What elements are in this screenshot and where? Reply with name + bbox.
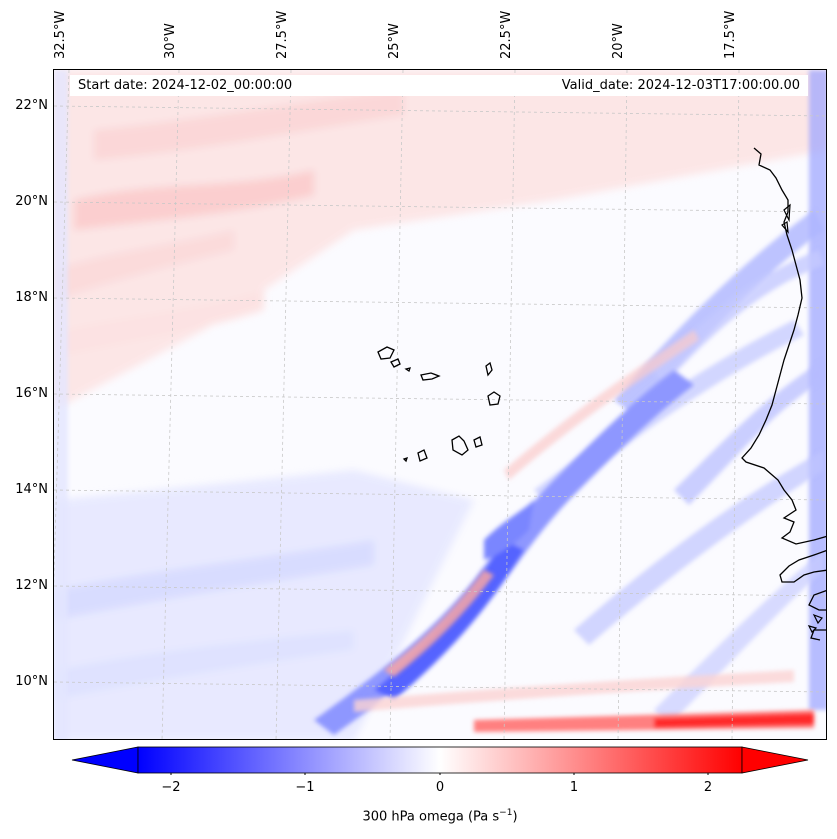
gridlines xyxy=(54,70,826,739)
coastline-detail xyxy=(781,203,823,634)
colorbar-tick-label: 1 xyxy=(569,780,579,795)
lon-label: 30°W xyxy=(163,23,178,59)
lon-label: 22.5°W xyxy=(499,10,514,59)
lon-label: 32.5°W xyxy=(53,10,68,59)
lat-label: 12°N xyxy=(15,578,48,593)
positive-region-northwest xyxy=(54,70,826,410)
date-info-bar: Start date: 2024-12-02_00:00:00 Valid_da… xyxy=(70,75,808,96)
lat-label: 20°N xyxy=(15,194,48,209)
colorbar-tick-label: 2 xyxy=(703,780,713,795)
positive-streak-band xyxy=(384,330,699,677)
colorbar-tick-label: −2 xyxy=(161,780,181,795)
colorbar-tick-marks xyxy=(170,773,709,775)
lat-label: 22°N xyxy=(15,98,48,113)
colorbar xyxy=(71,746,809,775)
colorbar-tick-label: −1 xyxy=(295,780,315,795)
negative-region-southwest xyxy=(54,470,474,739)
lat-label: 16°N xyxy=(15,386,48,401)
start-date-label: Start date: 2024-12-02_00:00:00 xyxy=(78,78,293,93)
lat-label: 14°N xyxy=(15,482,48,497)
colorbar-extend-min xyxy=(71,746,139,774)
positive-band-south xyxy=(354,670,814,732)
map-panel[interactable] xyxy=(53,69,827,740)
colorbar-extend-max xyxy=(741,746,809,774)
cape-verde-islands xyxy=(377,346,501,463)
colorbar-label: 300 hPa omega (Pa s−1) xyxy=(0,808,837,824)
lon-label: 17.5°W xyxy=(723,10,738,59)
lat-label: 18°N xyxy=(15,290,48,305)
colorbar-label-end: ) xyxy=(512,809,518,825)
lon-label: 20°W xyxy=(611,23,626,59)
lat-label: 10°N xyxy=(15,674,48,689)
lon-label: 27.5°W xyxy=(275,10,290,59)
african-coastline xyxy=(741,147,826,641)
colorbar-gradient xyxy=(137,746,743,774)
valid-date-label: Valid_date: 2024-12-03T17:00:00.00 xyxy=(561,78,800,93)
colorbar-tick-label: 0 xyxy=(435,780,445,795)
omega-field xyxy=(54,70,826,739)
colorbar-label-text: 300 hPa omega (Pa s xyxy=(362,809,500,825)
colorbar-label-exponent: −1 xyxy=(499,808,513,818)
lon-label: 25°W xyxy=(387,23,402,59)
